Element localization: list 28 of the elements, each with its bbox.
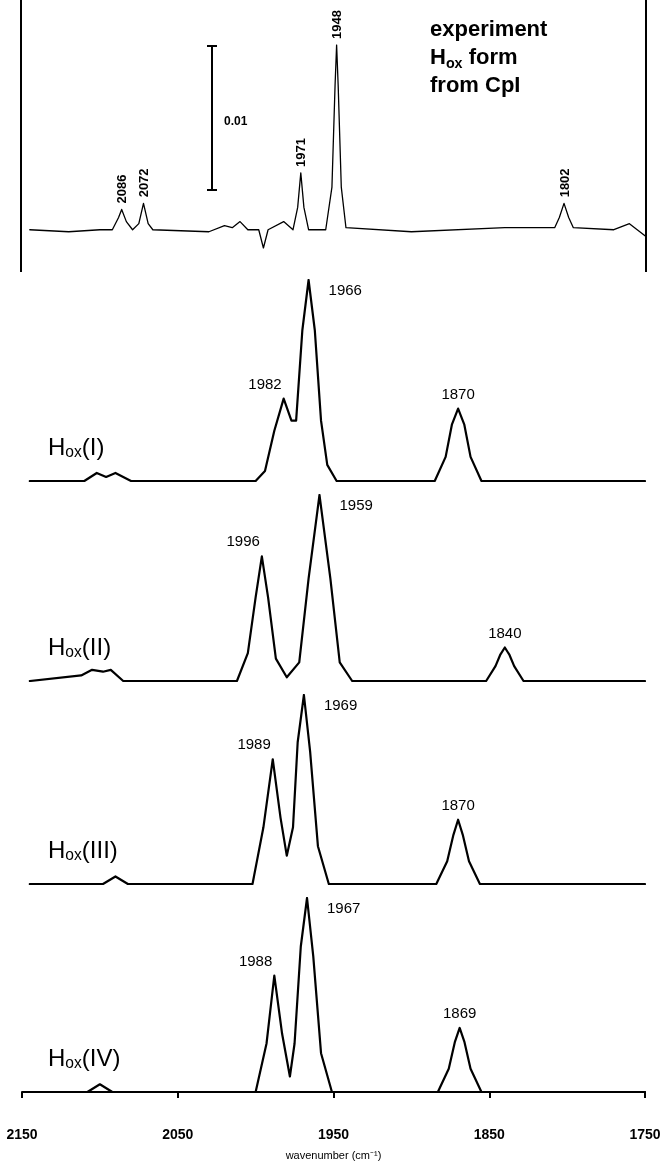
- annotation: 1869: [442, 1003, 477, 1021]
- x-axis-title: wavenumber (cm⁻¹): [284, 1148, 382, 1161]
- x-tick-label: 1950: [317, 1126, 350, 1142]
- annotation: 1802: [556, 168, 572, 198]
- series-label: Hox(I): [48, 432, 105, 461]
- x-tick-label: 1850: [473, 1126, 506, 1142]
- annotation: 1996: [226, 532, 260, 550]
- annotation: 1840: [488, 623, 522, 641]
- annotation: 2086: [114, 174, 130, 204]
- annotation: 0.01: [224, 114, 248, 128]
- x-tick-label: 2050: [162, 1126, 194, 1142]
- annotation: 1959: [339, 496, 373, 513]
- annotation: 1870: [441, 795, 475, 813]
- annotation: 1948: [329, 10, 345, 39]
- annotation: 1966: [328, 281, 362, 298]
- series-label: Hox(II): [48, 632, 112, 661]
- series-label: Hox(IV): [48, 1043, 121, 1072]
- annotation: 1870: [441, 384, 475, 402]
- annotation: 2072: [135, 168, 151, 198]
- annotation: 1967: [327, 899, 361, 916]
- annotation: 1971: [293, 137, 309, 167]
- x-tick-label: 1750: [629, 1126, 661, 1142]
- annotation: 1988: [238, 951, 273, 969]
- annotation: 1989: [237, 735, 271, 753]
- annotation: 1969: [323, 696, 358, 713]
- annotation: 1982: [248, 374, 282, 392]
- series-label: Hox(III): [48, 835, 118, 864]
- x-tick-label: 2150: [6, 1126, 38, 1142]
